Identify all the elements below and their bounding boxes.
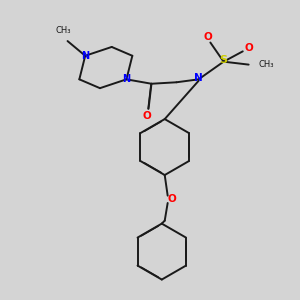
Text: O: O: [203, 32, 212, 42]
Text: CH₃: CH₃: [56, 26, 71, 35]
Text: O: O: [244, 44, 253, 53]
Text: O: O: [143, 111, 152, 121]
Text: N: N: [194, 73, 203, 83]
Text: CH₃: CH₃: [259, 60, 274, 69]
Text: N: N: [122, 74, 130, 84]
Text: S: S: [220, 55, 228, 65]
Text: N: N: [81, 51, 89, 61]
Text: O: O: [168, 194, 176, 204]
